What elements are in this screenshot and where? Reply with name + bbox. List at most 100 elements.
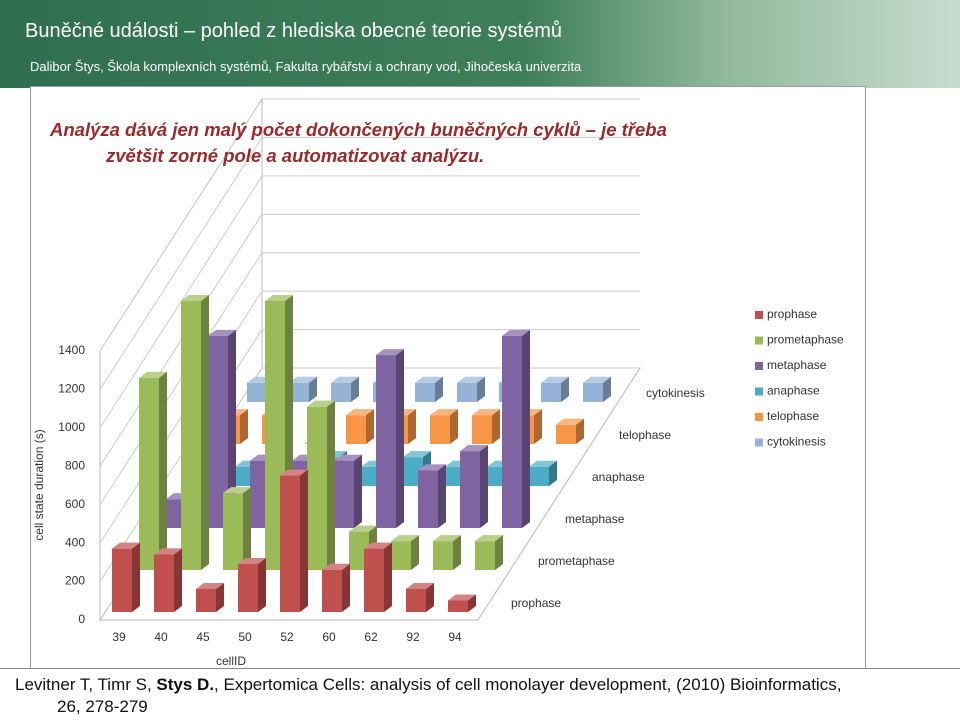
- bar-shade: [132, 542, 140, 612]
- bar-side: [396, 349, 404, 528]
- bar-shade: [327, 400, 335, 570]
- bar-shade: [435, 376, 443, 402]
- bar-top: [391, 535, 419, 542]
- bar: [472, 415, 492, 444]
- bar-shade: [541, 376, 569, 383]
- legend-label: anaphase: [767, 384, 820, 398]
- bar-side: [174, 548, 182, 612]
- x-tick-label: 60: [322, 630, 336, 644]
- bar-shade: [243, 487, 251, 570]
- bar: [529, 466, 549, 486]
- bar: [475, 541, 495, 570]
- bar-shade: [112, 542, 140, 549]
- bar-side: [468, 594, 476, 612]
- bar-shade: [366, 409, 374, 444]
- bar-side: [561, 376, 569, 402]
- bar: [418, 470, 438, 528]
- x-tick-label: 50: [238, 630, 252, 644]
- heading: Analýza dává jen malý počet dokončených …: [50, 117, 667, 169]
- text: , Expertomica Cells: analysis of cell mo…: [214, 675, 842, 694]
- header: Buněčné události – pohled z hlediska obe…: [0, 0, 960, 88]
- bar-shade: [472, 409, 500, 416]
- bar-top: [556, 418, 584, 425]
- bar: [289, 382, 309, 402]
- bar: [391, 541, 411, 570]
- bar-shade: [354, 454, 362, 528]
- bar-shade: [433, 535, 461, 542]
- bar-shade: [576, 418, 584, 444]
- subtitle: Dalibor Štys, Škola komplexních systémů,…: [30, 59, 582, 74]
- bar-top: [376, 349, 404, 356]
- bar-shade: [174, 548, 182, 612]
- row-label: cytokinesis: [646, 386, 705, 400]
- bar-shade: [376, 349, 404, 356]
- bar-top: [112, 542, 140, 549]
- bar-top: [322, 563, 350, 570]
- bar-shade: [201, 295, 209, 570]
- bar-shade: [502, 329, 530, 336]
- text: Levitner T, Timr S,: [15, 675, 157, 694]
- bar-side: [258, 557, 266, 612]
- bar-shade: [549, 460, 557, 486]
- bar-top: [460, 445, 488, 452]
- grid-line: [99, 175, 640, 429]
- bar-side: [411, 535, 419, 570]
- bar-side: [228, 329, 236, 528]
- bar: [223, 493, 243, 570]
- bar-shade: [223, 487, 251, 494]
- bar-side: [240, 409, 248, 444]
- bar-top: [223, 487, 251, 494]
- bar-shade: [196, 582, 224, 589]
- bar-shade: [477, 376, 485, 402]
- bar: [307, 406, 327, 570]
- bar-top: [364, 542, 392, 549]
- bar-side: [132, 542, 140, 612]
- text: Stys D.: [156, 675, 215, 694]
- bar-shade: [139, 371, 167, 378]
- bar-side: [384, 542, 392, 612]
- bar-top: [529, 460, 557, 467]
- legend-label: telophase: [767, 409, 819, 423]
- heading-line: Analýza dává jen malý počet dokončených …: [50, 119, 667, 140]
- citation: Levitner T, Timr S, Stys D., Expertomica…: [0, 668, 960, 721]
- bar-shade: [346, 409, 374, 416]
- bar-shade: [403, 451, 431, 458]
- bar-side: [351, 376, 359, 402]
- bar-shade: [238, 557, 266, 564]
- citation-line: 26, 278-279: [57, 697, 148, 716]
- citation-line: Levitner T, Timr S, Stys D., Expertomica…: [15, 675, 841, 695]
- bar-shade: [228, 329, 236, 528]
- bar-top: [238, 557, 266, 564]
- bar-shade: [181, 295, 209, 301]
- bar-top: [349, 525, 377, 532]
- bar-top: [430, 409, 458, 416]
- bar-shade: [603, 376, 611, 402]
- bar-shade: [265, 295, 293, 301]
- bar: [376, 355, 396, 528]
- bar-side: [426, 582, 434, 612]
- bar-shade: [240, 409, 248, 444]
- bar-side: [453, 535, 461, 570]
- bar-side: [159, 371, 167, 570]
- bar-shade: [450, 409, 458, 444]
- bar: [208, 335, 228, 528]
- bar: [457, 382, 477, 402]
- legend-swatch: [755, 387, 763, 396]
- legend-swatch: [755, 413, 763, 421]
- x-tick-label: 45: [196, 630, 210, 644]
- bar-top: [265, 295, 293, 301]
- bar-top: [433, 535, 461, 542]
- grid-line: [99, 136, 640, 390]
- bar: [556, 424, 576, 444]
- bar-shade: [396, 349, 404, 528]
- bar-top: [139, 371, 167, 378]
- bar: [583, 382, 603, 402]
- y-tick-label: 1400: [58, 343, 85, 357]
- bar-shade: [561, 376, 569, 402]
- bar-shade: [364, 542, 392, 549]
- y-tick-label: 0: [78, 612, 85, 626]
- bar-shade: [331, 376, 359, 383]
- bar: [415, 382, 435, 402]
- bar-top: [331, 376, 359, 383]
- bar: [541, 382, 561, 402]
